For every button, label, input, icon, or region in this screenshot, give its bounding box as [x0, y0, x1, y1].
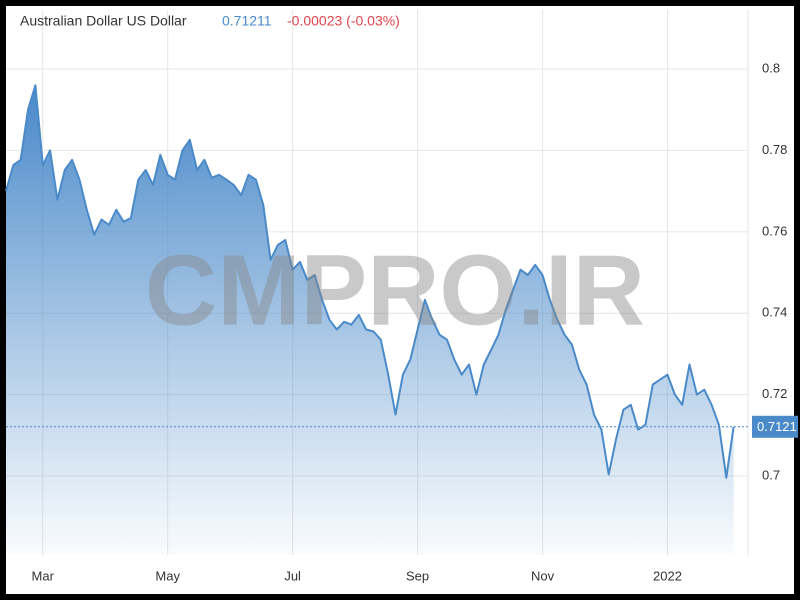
price-tag-box [752, 415, 798, 438]
watermark: CMPRO.IR [145, 234, 645, 346]
y-tick-label: 0.8 [762, 60, 780, 75]
x-tick-label: Jul [284, 568, 301, 583]
y-tick-label: 0.7 [762, 467, 780, 482]
y-tick-label: 0.72 [762, 386, 787, 401]
y-tick-label: 0.78 [762, 142, 787, 157]
x-tick-label: Mar [32, 568, 55, 583]
area [6, 85, 734, 556]
price: 0.71211 [222, 13, 272, 29]
price-tag: 0.7121 [757, 419, 797, 434]
x-tick-label: 2022 [653, 568, 682, 583]
x-tick-label: Nov [531, 568, 555, 583]
y-tick-label: 0.76 [762, 223, 787, 238]
x-tick-label: May [155, 568, 180, 583]
y-tick-label: 0.74 [762, 305, 787, 320]
change: -0.00023 (-0.03%) [287, 13, 400, 29]
chart-title: Australian Dollar US Dollar [20, 13, 187, 29]
line [5, 84, 735, 479]
x-tick-label: Sep [406, 568, 429, 583]
